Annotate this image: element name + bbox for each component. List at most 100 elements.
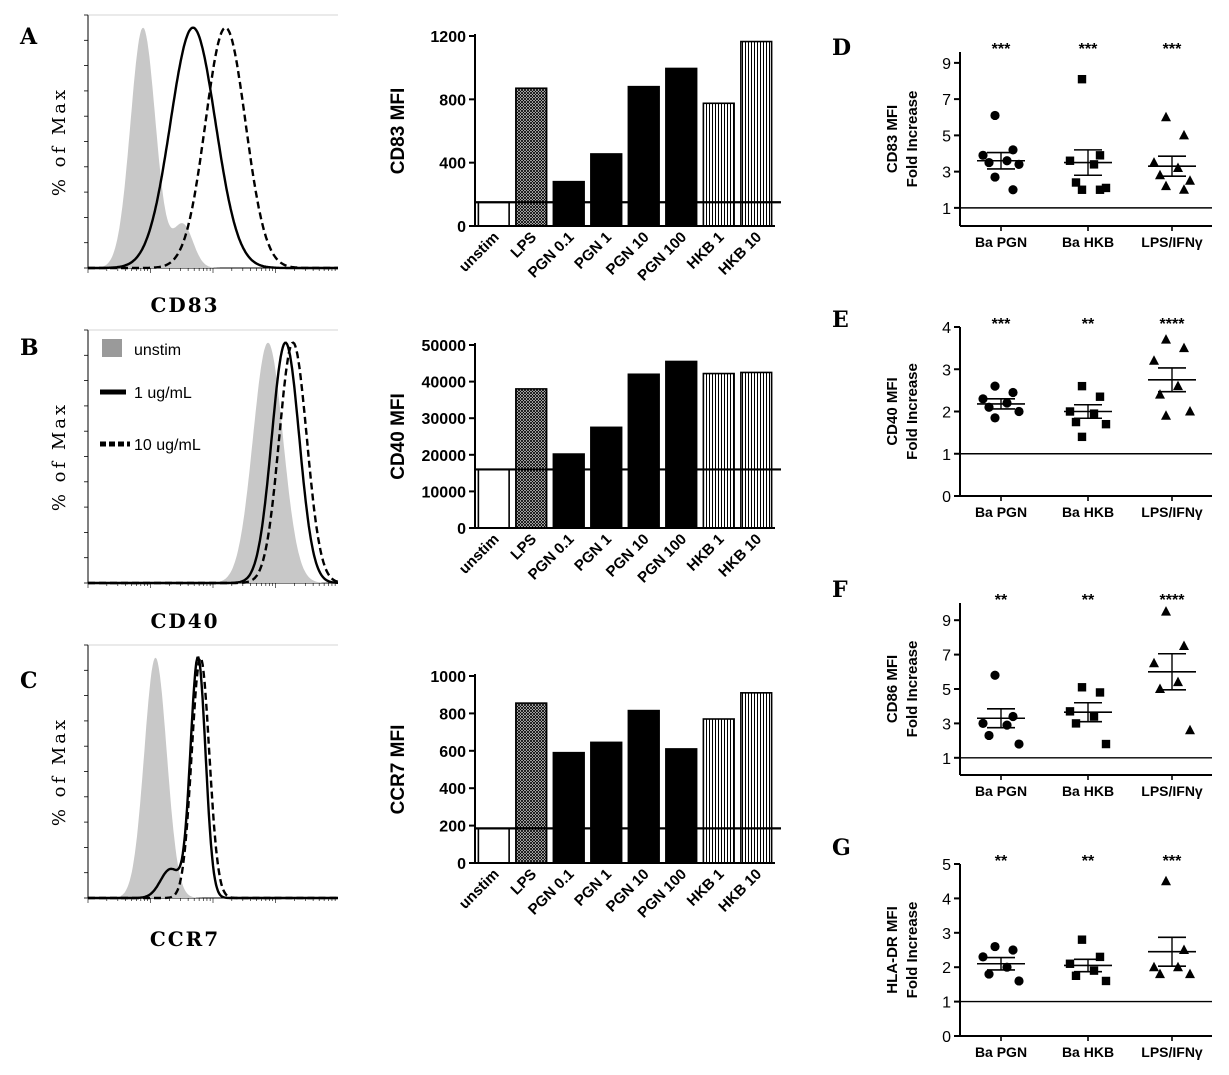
y-tick-label: 1200 <box>430 29 466 46</box>
x-tick-label-ba-pgn: Ba PGN <box>975 504 1027 520</box>
bar-unstim <box>477 201 510 227</box>
x-tick-label-lps: LPS <box>507 229 540 262</box>
data-point <box>1089 160 1099 169</box>
x-tick-label-ba-pgn: Ba PGN <box>975 783 1027 799</box>
panel-letter-g: G <box>832 835 851 861</box>
histogram-curve-unstim <box>88 657 338 898</box>
bar-hkb-10 <box>740 692 773 864</box>
bar-hkb-1 <box>702 718 735 864</box>
panel-letter-d: D <box>832 35 851 61</box>
scatter-e: 0 1 2 3 4 Ba PGN *** Ba HKB ** LPS/IFNγ **** CD40 M… <box>884 316 1212 520</box>
y-tick-label: 5 <box>942 128 951 145</box>
y-tick-label: 9 <box>942 56 951 73</box>
y-tick-label: 4 <box>942 891 951 908</box>
significance-label: *** <box>992 316 1011 333</box>
x-tick-label-ba-hkb: Ba HKB <box>1062 1044 1114 1060</box>
bar-pgn-1 <box>590 153 623 227</box>
histogram-curve-10-ug-ml <box>88 341 339 585</box>
y-tick-label: 2 <box>942 960 951 977</box>
data-point <box>1008 185 1018 195</box>
panel-letter-a: A <box>19 24 38 50</box>
bar-unstim <box>477 827 510 864</box>
data-point <box>1095 185 1105 194</box>
significance-label: ** <box>1082 316 1095 333</box>
histogram-c: % of Max CCR7 <box>49 644 338 951</box>
y-tick-label: 800 <box>439 92 466 109</box>
data-point <box>1185 724 1195 735</box>
data-point <box>1014 406 1024 417</box>
data-point <box>990 172 1000 182</box>
y-tick-label: 7 <box>942 648 951 665</box>
y-axis-label: CCR7 MFI <box>388 725 409 815</box>
data-point <box>1077 185 1087 194</box>
data-point <box>984 157 994 168</box>
data-point <box>1179 342 1189 353</box>
y-tick-label: 400 <box>439 156 466 173</box>
y-tick-label: 3 <box>942 926 951 943</box>
histogram-b: % of Max CD40 <box>49 329 339 633</box>
data-point <box>1161 111 1171 122</box>
data-point <box>990 381 1000 391</box>
significance-label: *** <box>1163 41 1182 58</box>
panel-letter-f: F <box>832 577 848 603</box>
y-tick-label: 1 <box>942 751 951 768</box>
bar-pgn-1 <box>590 426 623 529</box>
data-point <box>1101 739 1111 749</box>
y-tick-label: 30000 <box>422 411 467 428</box>
bar-pgn-100 <box>665 748 698 864</box>
bar-hkb-10 <box>740 371 773 529</box>
y-tick-label: 5 <box>942 857 951 874</box>
y-tick-label: 3 <box>942 165 951 182</box>
bar-pgn-10 <box>627 85 660 227</box>
y-axis-label: % of Max <box>49 717 70 826</box>
data-point <box>1014 159 1024 169</box>
data-point <box>1179 129 1189 140</box>
x-tick-label-lps: LPS <box>507 531 540 564</box>
y-tick-label: 4 <box>942 320 951 337</box>
data-point <box>1077 683 1087 692</box>
data-point <box>1185 406 1195 416</box>
y-axis-label-line-1: CD40 MFI <box>884 377 901 445</box>
bar-pgn-0-1 <box>552 180 585 227</box>
data-point <box>990 941 1000 952</box>
y-axis-label-line-1: CD86 MFI <box>884 655 901 723</box>
y-tick-label: 1 <box>942 447 951 464</box>
significance-label: ** <box>995 592 1008 609</box>
significance-label: **** <box>1160 592 1186 609</box>
data-point <box>1149 657 1159 668</box>
panel-letter-b: B <box>20 335 39 361</box>
y-tick-label: 3 <box>942 716 951 733</box>
y-axis-label: % of Max <box>49 87 70 196</box>
data-point <box>1101 419 1111 429</box>
bar-lps <box>515 87 548 227</box>
y-axis-label-line-2: Fold Increase <box>904 363 921 460</box>
bar-hkb-1 <box>702 102 735 227</box>
data-point <box>1095 392 1105 401</box>
histogram-a: % of Max CD83 <box>49 14 338 317</box>
data-point <box>990 413 1000 423</box>
data-point <box>984 969 994 979</box>
data-point <box>1101 976 1111 986</box>
significance-label: *** <box>1163 853 1182 870</box>
y-tick-label: 200 <box>439 819 466 836</box>
y-tick-label: 10000 <box>422 484 467 501</box>
y-tick-label: 5 <box>942 682 951 699</box>
x-tick-label-ba-hkb: Ba HKB <box>1062 783 1114 799</box>
y-axis-label-line-2: Fold Increase <box>904 641 921 738</box>
bar-unstim <box>477 468 510 529</box>
data-point <box>990 670 1000 680</box>
data-point <box>1065 156 1075 165</box>
histogram-curve-1-ug-ml <box>88 656 338 900</box>
data-point <box>984 730 994 741</box>
data-point <box>1089 966 1099 975</box>
x-axis-label: CD40 <box>150 609 219 633</box>
bar-pgn-0-1 <box>552 453 585 529</box>
legend-label-unstim: unstim <box>134 342 181 359</box>
significance-label: ** <box>1082 592 1095 609</box>
y-tick-label: 7 <box>942 92 951 109</box>
y-tick-label: 1 <box>942 995 951 1012</box>
data-point <box>1014 739 1024 749</box>
data-point <box>1149 961 1159 972</box>
y-axis-label: CD83 MFI <box>388 88 409 175</box>
